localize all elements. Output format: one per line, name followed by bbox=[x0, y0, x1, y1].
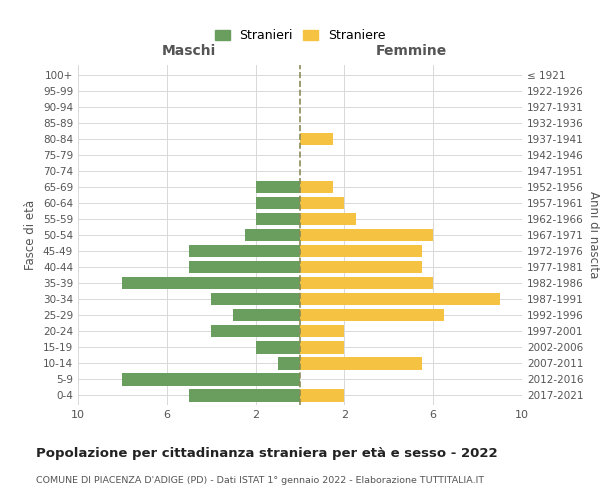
Bar bbox=[300, 293, 500, 306]
Bar bbox=[278, 357, 300, 370]
Bar bbox=[189, 389, 300, 402]
Bar bbox=[300, 180, 334, 193]
Bar bbox=[256, 180, 300, 193]
Bar bbox=[300, 132, 334, 145]
Text: COMUNE DI PIACENZA D'ADIGE (PD) - Dati ISTAT 1° gennaio 2022 - Elaborazione TUTT: COMUNE DI PIACENZA D'ADIGE (PD) - Dati I… bbox=[36, 476, 484, 485]
Bar bbox=[300, 261, 422, 274]
Text: Maschi: Maschi bbox=[162, 44, 216, 58]
Bar bbox=[189, 245, 300, 258]
Bar bbox=[256, 212, 300, 225]
Text: Popolazione per cittadinanza straniera per età e sesso - 2022: Popolazione per cittadinanza straniera p… bbox=[36, 448, 497, 460]
Y-axis label: Fasce di età: Fasce di età bbox=[25, 200, 37, 270]
Bar bbox=[300, 277, 433, 289]
Bar bbox=[122, 277, 300, 289]
Legend: Stranieri, Straniere: Stranieri, Straniere bbox=[209, 24, 391, 47]
Bar bbox=[211, 325, 300, 338]
Bar bbox=[300, 325, 344, 338]
Bar bbox=[300, 341, 344, 353]
Bar bbox=[211, 293, 300, 306]
Bar bbox=[233, 309, 300, 322]
Bar bbox=[189, 261, 300, 274]
Bar bbox=[300, 245, 422, 258]
Bar bbox=[300, 309, 444, 322]
Bar bbox=[256, 341, 300, 353]
Bar bbox=[245, 228, 300, 241]
Bar bbox=[256, 196, 300, 209]
Bar bbox=[300, 196, 344, 209]
Bar bbox=[300, 228, 433, 241]
Bar bbox=[122, 373, 300, 386]
Y-axis label: Anni di nascita: Anni di nascita bbox=[587, 192, 600, 278]
Bar bbox=[300, 389, 344, 402]
Bar bbox=[300, 357, 422, 370]
Bar bbox=[300, 212, 355, 225]
Text: Femmine: Femmine bbox=[376, 44, 446, 58]
